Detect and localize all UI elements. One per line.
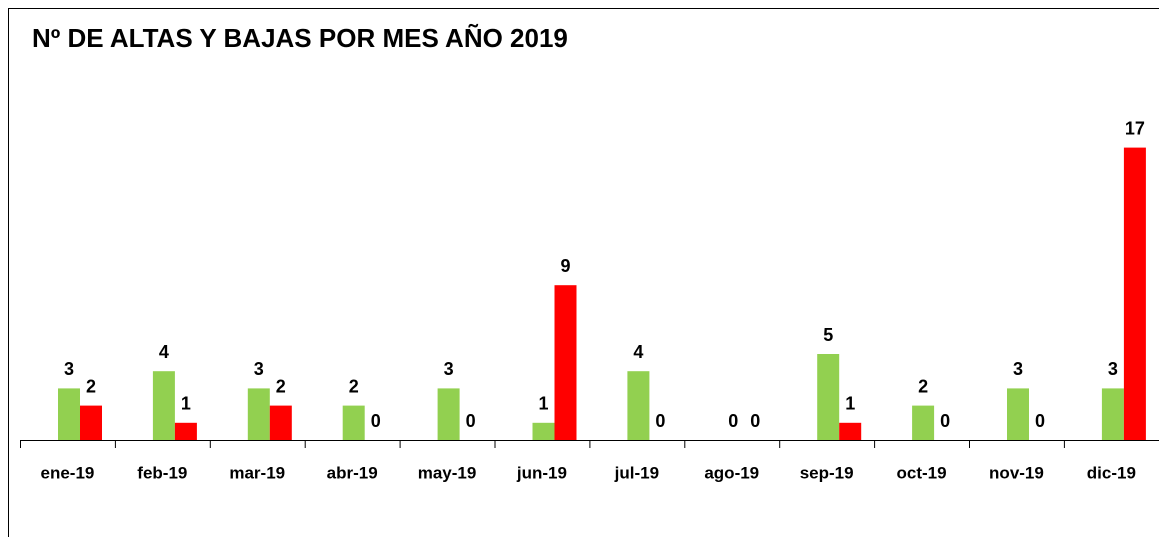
data-label: 5 [823, 325, 833, 345]
bar [174, 422, 197, 440]
bar [912, 405, 935, 440]
bar [1101, 388, 1124, 440]
data-label: 3 [64, 359, 74, 379]
data-label: 0 [655, 411, 665, 431]
data-label: 0 [371, 411, 381, 431]
data-label: 3 [1013, 359, 1023, 379]
bar [627, 371, 650, 440]
x-tick-label: nov-19 [989, 463, 1044, 482]
data-label: 2 [86, 376, 96, 396]
bar [1007, 388, 1029, 440]
x-tick-label: jul-19 [614, 463, 659, 482]
x-tick-label: mar-19 [229, 463, 285, 482]
bar [152, 371, 175, 440]
x-tick-label: dic-19 [1087, 463, 1136, 482]
data-label: 0 [940, 411, 950, 431]
data-label: 4 [633, 342, 643, 362]
data-label: 3 [254, 359, 264, 379]
data-label: 0 [466, 411, 476, 431]
x-tick-label: jun-19 [516, 463, 567, 482]
bar [58, 388, 80, 440]
data-label: 3 [1108, 359, 1118, 379]
data-label: 1 [845, 394, 855, 414]
data-label: 0 [750, 411, 760, 431]
bar [269, 405, 292, 440]
data-label: 0 [728, 411, 738, 431]
bar [839, 422, 862, 440]
data-label: 4 [159, 342, 169, 362]
data-label: 9 [560, 256, 570, 276]
bar [437, 388, 460, 440]
bar [532, 422, 555, 440]
data-label: 2 [276, 376, 286, 396]
chart-frame [8, 8, 1159, 537]
bar [342, 405, 365, 440]
data-label: 1 [538, 394, 548, 414]
data-label: 1 [181, 394, 191, 414]
data-label: 17 [1125, 118, 1145, 138]
x-tick-label: abr-19 [327, 463, 378, 482]
data-label: 2 [349, 376, 359, 396]
x-tick-label: sep-19 [800, 463, 854, 482]
bar [1123, 147, 1146, 440]
x-tick-label: feb-19 [137, 463, 187, 482]
bar [817, 354, 840, 440]
bar [80, 405, 102, 440]
data-label: 0 [1035, 411, 1045, 431]
bar [247, 388, 270, 440]
data-label: 3 [444, 359, 454, 379]
chart-title: Nº DE ALTAS Y BAJAS POR MES AÑO 2019 [32, 23, 568, 53]
x-tick-label: may-19 [418, 463, 477, 482]
x-tick-label: ene-19 [41, 463, 95, 482]
x-tick-label: oct-19 [897, 463, 947, 482]
x-tick-label: ago-19 [704, 463, 759, 482]
bar [554, 285, 577, 440]
data-label: 2 [918, 376, 928, 396]
